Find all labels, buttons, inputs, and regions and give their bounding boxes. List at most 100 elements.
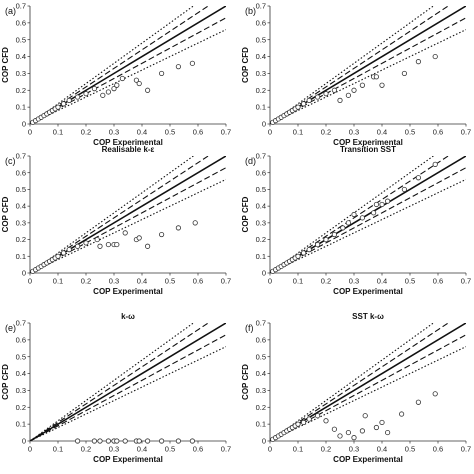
y-tick-label: 0 xyxy=(22,120,26,129)
data-point xyxy=(373,424,379,431)
y-tick-label: 0.1 xyxy=(16,420,26,429)
y-tick-label: 0.3 xyxy=(16,386,26,395)
data-point xyxy=(91,86,98,92)
y-tick-label: 0.6 xyxy=(256,168,266,177)
data-point xyxy=(175,225,181,231)
x-tick-label: 0.4 xyxy=(377,277,387,286)
x-tick-label: 0.7 xyxy=(221,128,231,137)
x-tick-label: 0.2 xyxy=(81,277,91,286)
x-tick-label: 0.7 xyxy=(461,445,471,454)
data-point xyxy=(362,413,368,419)
x-tick-label: 0.6 xyxy=(433,445,443,454)
y-tick-label: 0.3 xyxy=(256,218,266,227)
y-tick-label: 0.3 xyxy=(256,69,266,78)
reference-line-dashed xyxy=(30,334,226,441)
panel-label: (b) xyxy=(245,6,256,16)
x-tick-label: 0.6 xyxy=(193,277,203,286)
data-point xyxy=(159,70,165,77)
y-tick-label: 0.4 xyxy=(16,369,26,378)
y-tick-label: 0.3 xyxy=(16,69,26,78)
x-tick-label: 0.7 xyxy=(461,277,471,286)
y-tick-label: 0.7 xyxy=(16,2,26,11)
x-tick-label: 0.4 xyxy=(137,445,147,454)
data-point xyxy=(384,429,391,436)
x-tick-label: 0.5 xyxy=(405,277,415,286)
x-tick-label: 0.2 xyxy=(81,128,91,137)
data-point xyxy=(60,101,67,107)
x-tick-label: 0.5 xyxy=(165,445,175,454)
data-point xyxy=(323,91,329,97)
y-tick-label: 0.2 xyxy=(16,86,26,95)
y-axis-title: COP CFD xyxy=(1,47,10,83)
y-axis-title: COP CFD xyxy=(241,196,250,232)
y-tick-label: 0.7 xyxy=(16,152,26,161)
x-tick-label: 0.5 xyxy=(405,445,415,454)
x-tick-label: 0.6 xyxy=(193,445,203,454)
data-point xyxy=(345,92,351,98)
x-tick-label: 0.1 xyxy=(53,277,63,286)
x-tick-label: 0.3 xyxy=(109,445,119,454)
data-point xyxy=(415,59,421,65)
data-point xyxy=(159,438,165,444)
data-point xyxy=(175,438,181,444)
y-tick-label: 0.3 xyxy=(256,386,266,395)
panel-title: Transition SST xyxy=(340,145,396,154)
x-tick-label: 0.3 xyxy=(349,445,359,454)
y-tick-label: 0.4 xyxy=(16,202,26,211)
x-axis-title: COP Experimental xyxy=(93,455,163,464)
data-point xyxy=(401,70,407,77)
data-point xyxy=(119,75,126,82)
data-point xyxy=(300,101,307,107)
y-tick-label: 0.1 xyxy=(256,420,266,429)
data-point xyxy=(100,92,106,98)
x-tick-label: 0.4 xyxy=(137,277,147,286)
data-point xyxy=(136,235,142,241)
x-tick-label: 0.4 xyxy=(377,128,387,137)
y-tick-label: 0.7 xyxy=(256,152,266,161)
x-axis-title: COP Experimental xyxy=(333,287,403,296)
y-tick-label: 0.5 xyxy=(16,352,26,361)
x-tick-label: 0 xyxy=(28,277,32,286)
x-tick-label: 0.2 xyxy=(321,277,331,286)
reference-line-dotted xyxy=(270,29,466,124)
data-point xyxy=(94,236,100,243)
x-tick-label: 0.3 xyxy=(109,128,119,137)
y-tick-label: 0.6 xyxy=(256,18,266,27)
panel-label: (e) xyxy=(5,323,16,333)
data-point xyxy=(314,413,321,419)
x-tick-label: 0.3 xyxy=(349,128,359,137)
data-point xyxy=(331,231,337,238)
data-point xyxy=(331,426,337,432)
x-tick-label: 0.4 xyxy=(377,445,387,454)
panel-label: (a) xyxy=(5,6,16,16)
data-point xyxy=(114,241,120,248)
data-point xyxy=(314,241,321,248)
data-point xyxy=(300,250,307,256)
y-tick-label: 0.6 xyxy=(256,335,266,344)
y-tick-label: 0.1 xyxy=(16,252,26,261)
x-axis-title: COP Experimental xyxy=(93,287,163,296)
data-point xyxy=(337,97,343,104)
x-tick-label: 0 xyxy=(268,128,272,137)
x-tick-label: 0.4 xyxy=(137,128,147,137)
data-point xyxy=(91,438,98,444)
data-point xyxy=(145,243,151,249)
x-axis-title: COP Experimental xyxy=(93,138,163,147)
reference-line-dashed xyxy=(30,156,210,273)
x-tick-label: 0.6 xyxy=(433,277,443,286)
data-point xyxy=(175,64,181,70)
x-tick-label: 0.7 xyxy=(221,277,231,286)
data-point xyxy=(60,250,67,256)
y-tick-label: 0 xyxy=(22,269,26,278)
data-point xyxy=(351,87,357,93)
chart-panel-3: 0 0.1 0.2 0.3 0.4 0.5 0.6 0.7 0 0.1 0.2 0.3 0.4 0.5 0.… xyxy=(1,145,231,296)
data-point xyxy=(105,89,112,95)
chart-panel-2: 0 0.1 0.2 0.3 0.4 0.5 0.6 0.7 0 0.1 0.2 0.3 0.4 0.5 0.… xyxy=(241,2,471,147)
data-point xyxy=(379,201,385,208)
x-tick-label: 0.2 xyxy=(321,445,331,454)
data-point xyxy=(295,104,301,110)
y-tick-label: 0.4 xyxy=(16,52,26,61)
x-tick-label: 0.6 xyxy=(433,128,443,137)
reference-line-solid xyxy=(30,323,226,441)
panel-label: (f) xyxy=(245,323,254,333)
